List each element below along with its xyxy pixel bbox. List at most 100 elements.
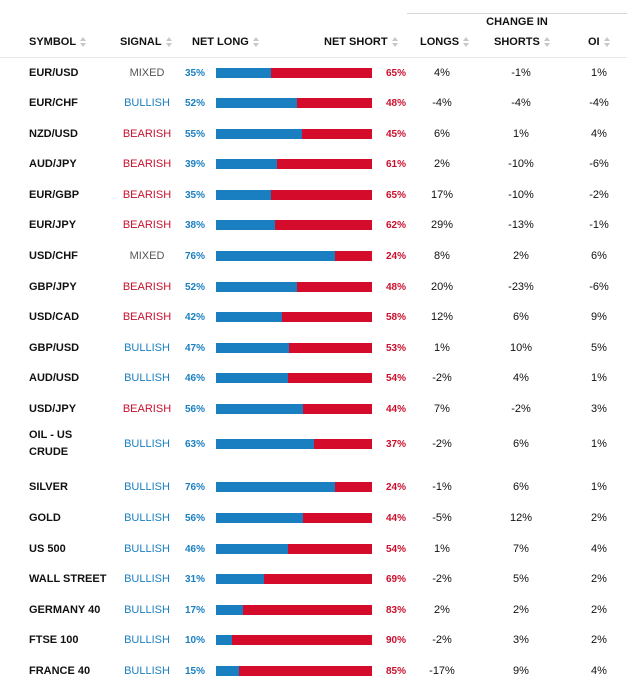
table-row[interactable]: USD/CAD BEARISH 42% 58% 12% 6% 9% [0, 302, 627, 332]
sentiment-bar-track [216, 190, 372, 200]
symbol-cell[interactable]: OIL - US CRUDE [29, 429, 73, 458]
longs-change-value: 20% [430, 281, 454, 293]
net-long-value: 47% [184, 342, 205, 354]
symbol-cell[interactable]: SILVER [29, 480, 68, 493]
shorts-change-value: 5% [513, 573, 529, 585]
shorts-change-value: 3% [513, 634, 529, 646]
table-row[interactable]: FTSE 100 BULLISH 10% 90% -2% 3% 2% [0, 625, 627, 655]
table-row[interactable]: GBP/JPY BEARISH 52% 48% 20% -23% -6% [0, 272, 627, 302]
sentiment-bar-track [216, 68, 372, 78]
symbol-cell[interactable]: US 500 [29, 542, 66, 555]
sort-icon[interactable] [391, 36, 399, 48]
symbol-cell[interactable]: GBP/USD [29, 341, 80, 354]
sort-icon[interactable] [543, 36, 551, 48]
table-row[interactable]: AUD/USD BULLISH 46% 54% -2% 4% 1% [0, 363, 627, 393]
sort-icon[interactable] [252, 36, 260, 48]
longs-column-header[interactable]: LONGS [420, 35, 470, 49]
net-long-bar [216, 282, 297, 292]
shorts-column-header[interactable]: SHORTS [494, 35, 551, 49]
shorts-change-value: 2% [513, 250, 529, 262]
net-short-bar [335, 482, 372, 492]
net-short-value: 65% [385, 67, 406, 79]
table-row[interactable]: NZD/USD BEARISH 55% 45% 6% 1% 4% [0, 119, 627, 149]
table-row[interactable]: SILVER BULLISH 76% 24% -1% 6% 1% [0, 472, 627, 502]
sentiment-bar-track [216, 220, 372, 230]
signal-column-header[interactable]: SIGNAL [120, 35, 173, 49]
symbol-cell[interactable]: USD/CAD [29, 310, 80, 323]
oi-change-value: 1% [591, 481, 607, 493]
symbol-cell[interactable]: WALL STREET [29, 572, 107, 585]
sentiment-bar-track [216, 544, 372, 554]
symbol-cell[interactable]: GERMANY 40 [29, 603, 101, 616]
table-row[interactable]: EUR/GBP BEARISH 35% 65% 17% -10% -2% [0, 180, 627, 210]
symbol-cell[interactable]: NZD/USD [29, 127, 78, 140]
table-row[interactable]: US 500 BULLISH 46% 54% 1% 7% 4% [0, 534, 627, 564]
sort-icon[interactable] [80, 36, 87, 48]
oi-change-value: 9% [591, 311, 607, 323]
table-row[interactable]: USD/JPY BEARISH 56% 44% 7% -2% 3% [0, 394, 627, 424]
symbol-cell[interactable]: GOLD [29, 511, 61, 524]
net-long-bar [216, 373, 288, 383]
sentiment-bar [216, 272, 372, 302]
table-row[interactable]: GBP/USD BULLISH 47% 53% 1% 10% 5% [0, 333, 627, 363]
net-short-bar [289, 343, 372, 353]
net-short-bar [288, 544, 372, 554]
symbol-cell[interactable]: EUR/USD [29, 66, 79, 79]
oi-change-value: 4% [591, 128, 607, 140]
table-row[interactable]: AUD/JPY BEARISH 39% 61% 2% -10% -6% [0, 149, 627, 179]
net-long-bar [216, 129, 302, 139]
table-row[interactable]: EUR/USD MIXED 35% 65% 4% -1% 1% [0, 58, 627, 88]
sort-icon[interactable] [603, 36, 611, 48]
net-short-value: 54% [385, 543, 406, 555]
net-long-bar [216, 605, 243, 615]
shorts-change-value: -13% [508, 219, 534, 231]
net-long-column-header[interactable]: NET LONG [192, 35, 260, 49]
longs-change-value: 2% [434, 158, 450, 170]
table-row[interactable]: EUR/CHF BULLISH 52% 48% -4% -4% -4% [0, 88, 627, 118]
symbol-cell[interactable]: EUR/GBP [29, 188, 80, 201]
table-row[interactable]: GERMANY 40 BULLISH 17% 83% 2% 2% 2% [0, 595, 627, 625]
signal-cell: BULLISH [124, 481, 170, 493]
sort-icon[interactable] [463, 36, 470, 48]
symbol-cell[interactable]: USD/CHF [29, 249, 78, 262]
net-short-bar [303, 513, 372, 523]
sentiment-bar [216, 241, 372, 271]
longs-change-value: 6% [434, 128, 450, 140]
sentiment-bar [216, 595, 372, 625]
symbol-cell[interactable]: AUD/USD [29, 371, 80, 384]
table-row[interactable]: OIL - US CRUDE BULLISH 63% 37% -2% 6% 1% [0, 424, 627, 464]
net-short-value: 65% [385, 189, 406, 201]
longs-change-value: -2% [432, 438, 452, 450]
table-row[interactable]: EUR/JPY BEARISH 38% 62% 29% -13% -1% [0, 210, 627, 240]
symbol-cell[interactable]: GBP/JPY [29, 280, 77, 293]
signal-cell: BEARISH [122, 158, 172, 170]
longs-change-value: -2% [432, 573, 452, 585]
net-short-value: 48% [385, 281, 406, 293]
symbol-column-header[interactable]: SYMBOL [29, 35, 87, 49]
net-short-column-header[interactable]: NET SHORT [324, 35, 399, 49]
longs-change-value: -17% [429, 665, 455, 677]
signal-cell: MIXED [129, 250, 165, 262]
net-long-bar [216, 159, 277, 169]
longs-change-value: 29% [430, 219, 454, 231]
oi-change-value: 1% [591, 372, 607, 384]
table-row[interactable]: FRANCE 40 BULLISH 15% 85% -17% 9% 4% [0, 656, 627, 686]
net-long-value: 17% [184, 604, 205, 616]
symbol-cell[interactable]: FRANCE 40 [29, 664, 91, 677]
oi-column-header[interactable]: OI [588, 35, 611, 49]
symbol-cell[interactable]: EUR/JPY [29, 218, 77, 231]
symbol-cell[interactable]: FTSE 100 [29, 633, 79, 646]
symbol-cell[interactable]: AUD/JPY [29, 157, 77, 170]
symbol-cell[interactable]: USD/JPY [29, 402, 77, 415]
net-long-bar [216, 482, 335, 492]
signal-cell: MIXED [129, 67, 165, 79]
table-row[interactable]: USD/CHF MIXED 76% 24% 8% 2% 6% [0, 241, 627, 271]
symbol-cell[interactable]: EUR/CHF [29, 96, 78, 109]
net-long-bar [216, 544, 288, 554]
oi-header-label: OI [588, 36, 600, 48]
net-short-value: 53% [385, 342, 406, 354]
sort-icon[interactable] [165, 36, 173, 48]
longs-header-label: LONGS [420, 36, 460, 48]
table-row[interactable]: WALL STREET BULLISH 31% 69% -2% 5% 2% [0, 564, 627, 594]
table-row[interactable]: GOLD BULLISH 56% 44% -5% 12% 2% [0, 503, 627, 533]
